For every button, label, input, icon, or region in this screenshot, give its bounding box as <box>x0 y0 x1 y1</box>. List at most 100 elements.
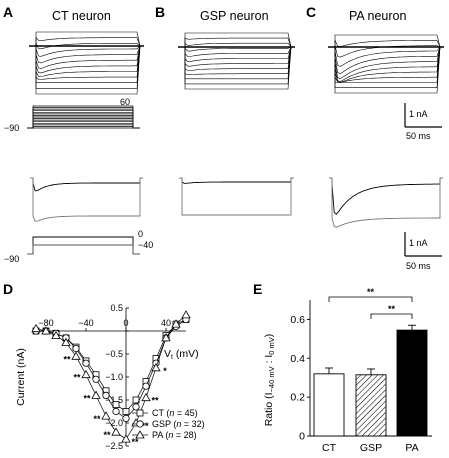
marker-triangle <box>51 330 61 340</box>
marker-circle <box>142 382 150 390</box>
voltage-protocol-two-steps <box>27 236 140 255</box>
current-trace <box>182 37 292 48</box>
x-tick-label: PA <box>405 442 418 454</box>
marker-triangle <box>41 326 51 335</box>
example-traces-ct <box>30 177 143 222</box>
scale-bar-bottom <box>404 232 442 257</box>
panel-label-a: A <box>3 4 13 20</box>
series-line <box>35 314 187 440</box>
significance-bracket <box>370 313 413 319</box>
x-axis-label: Vt (mV) <box>164 348 199 361</box>
marker-circle <box>136 420 144 428</box>
current-trace <box>332 39 441 48</box>
current-trace <box>182 46 292 85</box>
current-trace <box>332 46 441 94</box>
x-tick-label: −80 <box>38 318 53 328</box>
current-trace <box>182 46 292 90</box>
marker-square <box>122 408 130 415</box>
marker-triangle <box>121 434 131 443</box>
current-trace <box>182 42 292 48</box>
example-trace <box>179 177 294 184</box>
series-line <box>36 319 187 419</box>
marker-circle <box>92 375 100 383</box>
bar-ct: CT <box>313 367 345 454</box>
marker-circle <box>122 414 130 422</box>
y-tick-label: 0.4 <box>290 353 305 365</box>
current-trace <box>33 31 141 47</box>
y-tick-label: −0.5 <box>105 349 123 359</box>
series-pa <box>31 310 191 443</box>
protocol-step <box>27 110 140 129</box>
marker-triangle <box>61 337 71 346</box>
current-trace <box>332 46 441 82</box>
x-tick-label: 0 <box>123 318 128 328</box>
scale-bar-top-current: 1 nA <box>409 109 428 119</box>
bar <box>355 374 387 437</box>
current-trace <box>33 45 141 74</box>
y-tick-label: 0.5 <box>110 303 123 313</box>
x-tick-label: CT <box>322 442 337 454</box>
panel-label-e: E <box>253 281 262 297</box>
scale-bar-bottom-time: 50 ms <box>406 261 431 271</box>
example-trace <box>329 177 443 215</box>
y-tick-label: −1.5 <box>105 395 123 405</box>
example-trace <box>30 177 143 192</box>
protocol2-step40-label: −40 <box>138 240 153 250</box>
marker-triangle <box>71 351 81 360</box>
y-tick-label: −2.0 <box>105 418 123 428</box>
panel-label-b: B <box>155 4 165 20</box>
current-trace <box>332 46 441 75</box>
significance-mark: ** <box>73 373 81 383</box>
protocol-hold-label: −90 <box>4 123 19 133</box>
current-trace <box>33 45 141 57</box>
protocol-step <box>27 119 140 129</box>
marker-triangle <box>101 411 111 420</box>
current-trace <box>33 45 141 83</box>
current-trace <box>182 46 292 75</box>
protocol2-step0-label: 0 <box>138 229 143 239</box>
scale-bar-bottom-current: 1 nA <box>409 238 428 248</box>
current-trace <box>182 46 292 52</box>
current-trace <box>182 46 292 57</box>
example-traces-gsp <box>179 177 294 216</box>
y-tick-label: 0.2 <box>290 392 305 404</box>
current-trace <box>332 34 441 48</box>
bar-pa: PA <box>396 324 428 454</box>
significance-bracket <box>328 296 413 302</box>
panel-title-b: GSP neuron <box>200 9 269 23</box>
significance-mark: * <box>163 366 167 376</box>
current-trace <box>332 46 441 83</box>
protocol-max-label: 60 <box>120 97 130 107</box>
current-trace <box>182 46 292 62</box>
bar <box>396 329 428 437</box>
significance-mark: ** <box>103 430 111 440</box>
example-trace <box>329 177 443 228</box>
legend-entry: PA (n = 28) <box>152 430 197 440</box>
current-trace <box>33 45 141 95</box>
current-trace <box>182 46 292 67</box>
y-tick-label: −2.5 <box>105 441 123 451</box>
marker-triangle <box>91 390 101 399</box>
legend-entry: CT (n = 45) <box>152 408 198 418</box>
marker-circle <box>132 403 140 411</box>
current-trace <box>182 46 292 80</box>
current-trace <box>33 45 141 89</box>
current-trace <box>182 46 292 71</box>
y-tick-label: 0.6 <box>290 314 305 326</box>
significance-mark: ** <box>63 354 71 364</box>
marker-square <box>136 409 144 417</box>
significance-mark: ** <box>141 421 149 431</box>
voltage-protocol-steps <box>27 105 140 129</box>
example-trace <box>30 177 143 222</box>
marker-circle <box>82 359 90 367</box>
significance-mark: ** <box>151 396 159 406</box>
current-traces-ct-family <box>29 31 144 95</box>
marker-triangle <box>161 333 171 342</box>
ratio-bar-chart: 0 0.2 0.4 0.6 Ratio (I−40 mV : I0 mV) CT GSP PA… <box>263 287 432 454</box>
marker-triangle <box>81 369 91 379</box>
protocol-step <box>27 113 140 129</box>
iv-curve-chart: −80 −40 0 40 0.5 −0.5 −1.0 −1.5 −2.0 −2.5 Vt (mV) C… <box>15 303 205 451</box>
panel-title-a: CT neuron <box>52 9 111 23</box>
current-trace <box>332 46 441 83</box>
